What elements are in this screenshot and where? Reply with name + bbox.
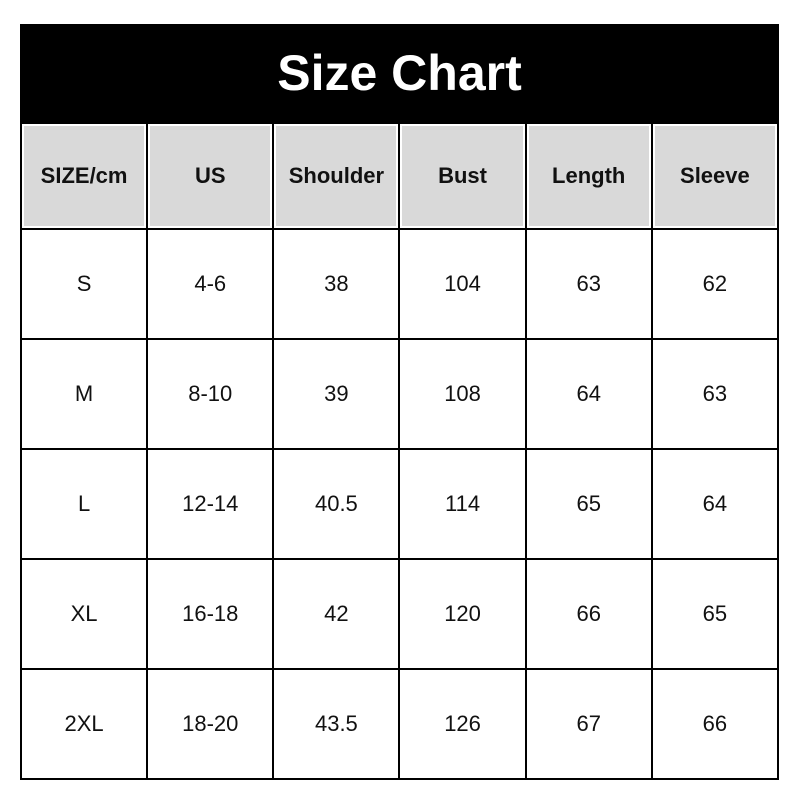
table-cell: 43.5	[272, 668, 401, 780]
table-cell: 38	[272, 228, 401, 340]
table-cell: 66	[650, 668, 780, 780]
column-header: Bust	[398, 122, 527, 230]
column-header: Sleeve	[650, 122, 780, 230]
column-header: SIZE/cm	[19, 122, 149, 230]
table-cell: 66	[524, 558, 653, 670]
header-row: SIZE/cm US Shoulder Bust Length Sleeve	[19, 122, 780, 230]
table-cell: 114	[398, 448, 527, 560]
table-cell: 18-20	[146, 668, 275, 780]
table-cell: 65	[650, 558, 780, 670]
table-cell: 2XL	[19, 668, 149, 780]
table-cell: S	[19, 228, 149, 340]
table-cell: 40.5	[272, 448, 401, 560]
table-row: S 4-6 38 104 63 62	[19, 228, 780, 340]
table-cell: 4-6	[146, 228, 275, 340]
table-row: L 12-14 40.5 114 65 64	[19, 448, 780, 560]
table-cell: 104	[398, 228, 527, 340]
table-row: M 8-10 39 108 64 63	[19, 338, 780, 450]
column-header: Length	[524, 122, 653, 230]
table-cell: M	[19, 338, 149, 450]
table-cell: 12-14	[146, 448, 275, 560]
table-cell: 65	[524, 448, 653, 560]
size-table: SIZE/cm US Shoulder Bust Length Sleeve S 4-6 38…	[19, 122, 780, 780]
table-cell: 120	[398, 558, 527, 670]
table-cell: L	[19, 448, 149, 560]
table-cell: 63	[650, 338, 780, 450]
table-cell: 16-18	[146, 558, 275, 670]
table-cell: 39	[272, 338, 401, 450]
table-cell: 8-10	[146, 338, 275, 450]
table-row: XL 16-18 42 120 66 65	[19, 558, 780, 670]
table-cell: 62	[650, 228, 780, 340]
column-header: US	[146, 122, 275, 230]
column-header: Shoulder	[272, 122, 401, 230]
table-cell: XL	[19, 558, 149, 670]
table-cell: 63	[524, 228, 653, 340]
table-row: 2XL 18-20 43.5 126 67 66	[19, 668, 780, 780]
table-cell: 64	[524, 338, 653, 450]
table-cell: 67	[524, 668, 653, 780]
table-cell: 42	[272, 558, 401, 670]
table-cell: 126	[398, 668, 527, 780]
chart-title: Size Chart	[277, 45, 522, 101]
size-chart: Size Chart SIZE/cm US Shoulder Bust Length Sl…	[19, 24, 780, 780]
table-cell: 64	[650, 448, 780, 560]
table-cell: 108	[398, 338, 527, 450]
